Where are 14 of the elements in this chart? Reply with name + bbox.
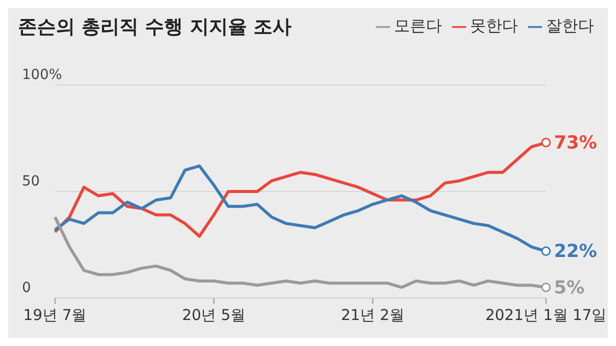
legend-label: 못한다	[470, 16, 518, 35]
legend-label: 모른다	[394, 16, 442, 35]
chart-title: 존슨의 총리직 수행 지지율 조사	[18, 15, 292, 40]
data-label: 73%	[554, 132, 598, 154]
y-tick-label: 0	[22, 280, 31, 296]
data-label: 5%	[554, 277, 585, 298]
y-tick-label: 50	[22, 174, 40, 190]
x-tick-label: 21년 2월	[341, 306, 404, 324]
y-tick-label: 100%	[22, 67, 62, 83]
x-tick-label: 20년 5월	[182, 306, 246, 324]
x-tick-label: 19년 7월	[23, 306, 87, 324]
legend-label: 잘한다	[546, 16, 594, 35]
data-label: 22%	[554, 241, 598, 262]
x-tick-label: 2021년 1월 17일	[485, 306, 607, 324]
